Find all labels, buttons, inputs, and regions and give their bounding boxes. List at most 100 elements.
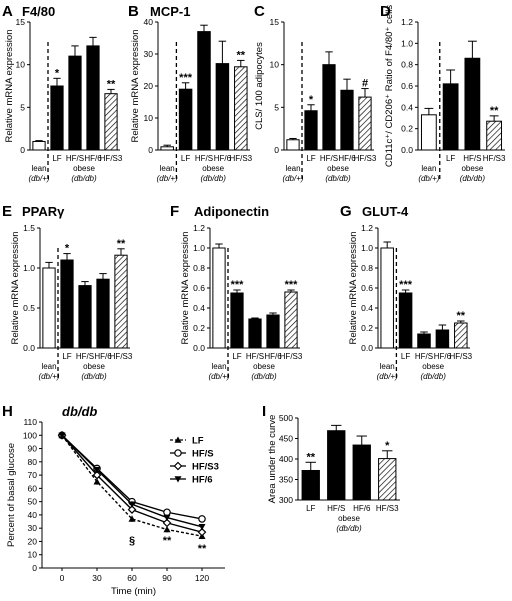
x-tick-label: HF/S [66,154,84,163]
significance-mark: § [129,535,135,547]
y-tick-label: 0.6 [361,283,373,293]
bar [266,314,280,349]
y-tick-label: 30 [144,49,154,59]
x-tick-label: HF/S [463,154,481,163]
bar [60,259,74,349]
y-tick-label: 1.0 [193,243,205,253]
y-tick-label: 0 [148,145,153,155]
y-tick-label: 1.5 [23,223,35,233]
y-tick-label: 0.5 [23,303,35,313]
marker-triangle-down [163,514,171,522]
bar [322,64,336,151]
y-axis-label: Area under the curve [267,415,278,504]
y-tick-label: 0.6 [401,81,413,91]
x-tick-label: HF/6 [338,154,356,163]
bar [197,31,211,151]
bar [160,146,174,151]
panel-label-c: C [254,3,265,20]
group-genotype-obese: (db/db) [336,524,362,533]
group-genotype-obese: (db/db) [81,372,107,381]
significance-mark: ** [457,310,466,322]
y-tick-label: 450 [279,434,293,444]
y-tick-label: 20 [144,81,154,91]
y-tick-label: 0.2 [401,124,413,134]
marker-triangle-down [174,476,182,483]
y-tick-label: 20 [28,536,38,546]
panel-label-e: E [2,203,12,220]
x-tick-label: HF/S [195,154,213,163]
bar [340,89,354,151]
group-label-obese: obese [422,362,444,371]
marker-diamond [197,527,207,537]
group-label-lean: lean [31,164,46,173]
x-tick-label: LF [306,154,315,163]
group-genotype-obese: (db/db) [201,174,227,183]
group-genotype-lean: (db/+) [157,174,178,183]
x-tick-label: 120 [195,573,209,583]
y-tick-label: 0 [32,563,37,573]
x-tick-label: HF/6 [264,352,282,361]
y-axis-label: CD11c⁺/ CD206⁺ Ratio of F4/80⁺ cells [384,5,395,167]
x-tick-label: 90 [162,573,172,583]
y-tick-label: 0.0 [23,343,35,353]
x-tick-label: HF/S3 [110,352,133,361]
panel-title-e: PPARγ [22,204,65,219]
y-tick-label: 80 [28,457,38,467]
panel-title-b: MCP-1 [150,4,190,19]
group-label-lean: lean [380,362,395,371]
bar [442,83,459,151]
group-genotype-obese: (db/db) [71,174,97,183]
panel-title-a: F4/80 [22,4,55,19]
y-tick-label: 0.4 [361,303,373,313]
y-tick-label: 1.0 [401,38,413,48]
marker-circle [163,508,171,517]
x-tick-label: LF [52,154,61,163]
y-tick-label: 15 [270,17,280,27]
bar [486,120,503,151]
y-axis-label: Relative mRNA expression [180,232,191,345]
significance-mark: *** [179,72,193,84]
bar [420,114,437,151]
bar [215,63,230,151]
y-tick-label: 5 [20,102,25,112]
y-tick-label: 110 [23,417,37,427]
y-tick-label: 90 [28,444,38,454]
bar [248,318,262,349]
series-hf-6 [58,432,206,531]
y-tick-label: 15 [16,17,26,27]
group-label-obese: obese [338,514,360,523]
bar [212,247,226,349]
significance-mark: *** [285,279,299,291]
bar [234,66,248,151]
marker-diamond [162,518,172,528]
bar [464,57,481,151]
bar [301,469,320,501]
marker-triangle-down [198,524,206,531]
significance-mark: * [309,94,314,106]
x-tick-label: HF/6 [84,154,102,163]
panel-label-h: H [2,403,13,420]
series-line [61,434,203,537]
x-tick-label: 30 [92,573,102,583]
group-label-lean: lean [160,164,175,173]
y-tick-label: 30 [28,523,38,533]
x-tick-label: HF/S [327,504,345,513]
bar [286,139,300,151]
significance-mark: ** [107,78,116,90]
significance-mark: * [65,243,70,255]
bar [114,254,128,349]
y-tick-label: 0.8 [361,263,373,273]
y-tick-label: 70 [28,470,38,480]
chart-d: 0.0 0.2 0.4 0.6 0.8 1.0 1.2 CD11c⁺/ CD206⁺ Rati… [384,5,506,183]
y-axis-label: Relative mRNA expression [130,30,141,143]
x-tick-label: HF/6 [353,504,371,513]
x-tick-label: HF/S3 [376,504,399,513]
marker-triangle [93,478,101,485]
x-tick-label: HF/6 [434,352,452,361]
bar [230,292,244,349]
